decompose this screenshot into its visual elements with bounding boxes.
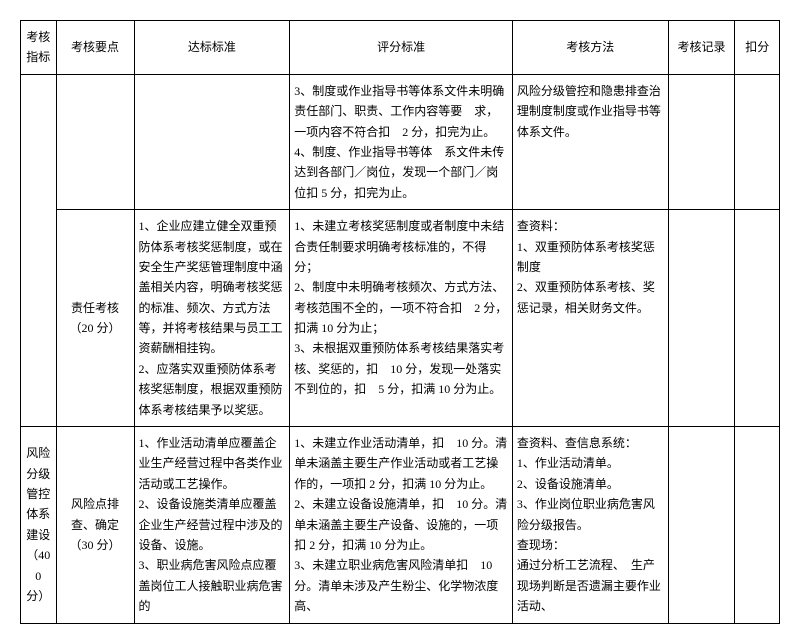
header-record: 考核记录 <box>668 21 735 75</box>
cell-record <box>668 74 735 209</box>
cell-scoring: 1、未建立作业活动清单，扣 10 分。清单未涵盖主要生产作业活动或者工艺操作的，… <box>290 427 513 624</box>
table-row: 风险分级管控体系建设（40 0 分） 风险点排查、确定（30 分） 1、作业活动… <box>21 427 780 624</box>
cell-scoring: 1、未建立考核奖惩制度或者制度中未结合责任制要求明确考核标准的，不得分；2、制度… <box>290 210 513 427</box>
cell-point: 风险点排查、确定（30 分） <box>56 427 134 624</box>
cell-method: 风险分级管控和隐患排查治理制度制度或作业指导书等体系文件。 <box>512 74 668 209</box>
cell-deduction <box>735 74 780 209</box>
cell-record <box>668 210 735 427</box>
table-row: 责任考核（20 分） 1、企业应建立健全双重预防体系考核奖惩制度，或在安全生产奖… <box>21 210 780 427</box>
cell-method: 查资料：1、双重预防体系考核奖惩制度2、双重预防体系考核、奖惩记录，相关财务文件… <box>512 210 668 427</box>
cell-method: 查资料、查信息系统：1、作业活动清单。2、设备设施清单。3、作业岗位职业病危害风… <box>512 427 668 624</box>
cell-standard <box>134 74 290 209</box>
header-method: 考核方法 <box>512 21 668 75</box>
assessment-table: 考核指标 考核要点 达标标准 评分标准 考核方法 考核记录 扣分 3、制度或作业… <box>20 20 780 624</box>
cell-standard: 1、作业活动清单应覆盖企业生产经营过程中各类作业活动或工艺操作。2、设备设施类清… <box>134 427 290 624</box>
header-scoring: 评分标准 <box>290 21 513 75</box>
table-row: 3、制度或作业指导书等体系文件未明确责任部门、职责、工作内容等要 求，一项内容不… <box>21 74 780 209</box>
cell-scoring: 3、制度或作业指导书等体系文件未明确责任部门、职责、工作内容等要 求，一项内容不… <box>290 74 513 209</box>
cell-indicator: 风险分级管控体系建设（40 0 分） <box>21 427 57 624</box>
cell-standard: 1、企业应建立健全双重预防体系考核奖惩制度，或在安全生产奖惩管理制度中涵盖相关内… <box>134 210 290 427</box>
cell-record <box>668 427 735 624</box>
cell-point <box>56 74 134 209</box>
header-standard: 达标标准 <box>134 21 290 75</box>
cell-deduction <box>735 427 780 624</box>
cell-point: 责任考核（20 分） <box>56 210 134 427</box>
header-indicator: 考核指标 <box>21 21 57 75</box>
cell-deduction <box>735 210 780 427</box>
header-deduction: 扣分 <box>735 21 780 75</box>
cell-indicator <box>21 74 57 426</box>
header-point: 考核要点 <box>56 21 134 75</box>
